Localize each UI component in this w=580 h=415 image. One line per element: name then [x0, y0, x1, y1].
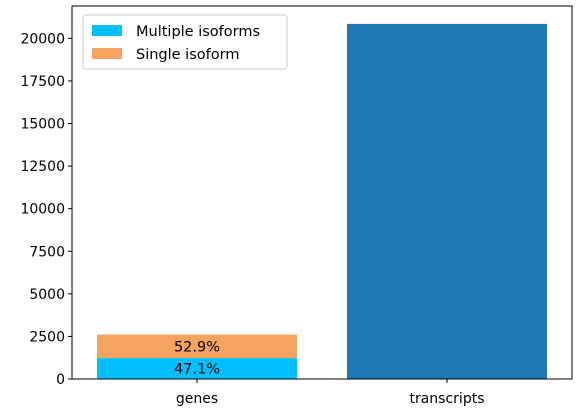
- y-tick-label: 10000: [20, 202, 65, 218]
- y-tick-label: 12500: [20, 159, 65, 175]
- y-tick-label: 0: [56, 372, 65, 388]
- y-tick-label: 2500: [29, 329, 65, 345]
- bar-genes-multiple-isoforms: [97, 358, 297, 379]
- data-label: 47.1%: [174, 362, 220, 378]
- bar-transcripts-total: [347, 23, 547, 379]
- bar-genes-single-isoform: [97, 334, 297, 359]
- y-tick-label: 7500: [29, 244, 65, 260]
- y-tick-label: 20000: [20, 31, 65, 47]
- y-tick-label: 15000: [20, 117, 65, 133]
- legend: Multiple isoforms Single isoform: [82, 14, 288, 70]
- x-tick-label: genes: [176, 391, 218, 407]
- legend-box: [82, 14, 288, 70]
- data-label: 52.9%: [174, 339, 220, 355]
- y-tick-label: 17500: [20, 74, 65, 90]
- bars-layer: [97, 23, 547, 379]
- x-tick-label: transcripts: [409, 391, 484, 407]
- axes-layer: 0 2500 5000 7500 10000 12500 15000 17500 20000 ge…: [20, 5, 573, 407]
- y-tick-label: 5000: [29, 287, 65, 303]
- legend-label: Single isoform: [136, 47, 239, 63]
- legend-swatch: [92, 48, 122, 59]
- legend-swatch: [92, 25, 122, 36]
- plot-frame: [71, 5, 573, 380]
- legend-label: Multiple isoforms: [136, 24, 260, 40]
- data-labels-layer: 47.1% 52.9%: [174, 339, 220, 377]
